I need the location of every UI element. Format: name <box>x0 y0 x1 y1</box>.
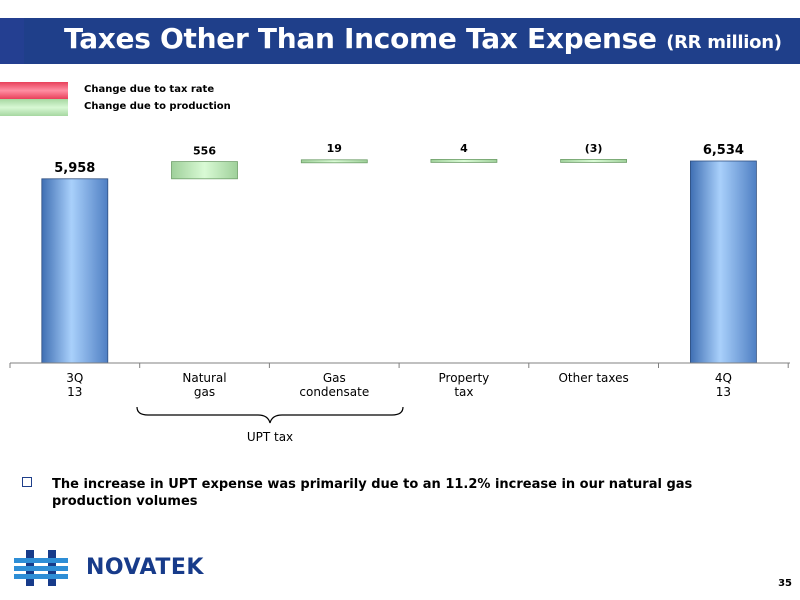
legend-label-production: Change due to production <box>84 101 231 112</box>
commentary-note: The increase in UPT expense was primaril… <box>22 476 742 510</box>
data-label-gas-condensate: 19 <box>327 142 342 155</box>
x-axis-label-other-taxes: Other taxes <box>558 371 628 385</box>
company-logo: NOVATEK <box>14 548 204 588</box>
checkbox-bullet-icon <box>22 477 32 487</box>
legend-swatch-tax-rate <box>0 82 68 99</box>
legend-swatch-production <box>0 99 68 116</box>
data-label-other-taxes: (3) <box>585 142 603 155</box>
page-title-unit: (RR million) <box>666 32 782 53</box>
commentary-text: The increase in UPT expense was primaril… <box>52 477 693 509</box>
page-title-main: Taxes Other Than Income Tax Expense <box>64 22 657 55</box>
data-label-natural-gas: 556 <box>193 145 216 158</box>
bar-3q-13 <box>41 178 109 364</box>
x-axis-label-gas-condensate: Gas condensate <box>299 371 369 399</box>
data-label-property-tax: 4 <box>460 142 468 155</box>
legend-label-tax-rate: Change due to tax rate <box>84 84 215 95</box>
bar-property-tax <box>430 158 498 163</box>
upt-tax-label: UPT tax <box>246 430 294 444</box>
bar-4q-13 <box>690 160 757 364</box>
x-axis-label-3q-13: 3Q 13 <box>66 371 83 399</box>
title-bar <box>0 18 800 64</box>
x-axis-ticks <box>9 363 789 368</box>
chart-bars <box>41 158 757 364</box>
novatek-logo-icon <box>14 550 68 586</box>
bar-gas-condensate <box>300 159 368 164</box>
logo-wordmark: NOVATEK <box>86 555 204 580</box>
bar-other-taxes <box>560 158 627 163</box>
chart-data-labels: 5,958 556 19 4 (3) 6,534 <box>54 142 744 176</box>
x-axis-label-property-tax: Property tax <box>439 371 490 399</box>
x-axis-label-natural-gas: Natural gas <box>182 371 226 399</box>
title-bar-accent <box>0 18 24 64</box>
bar-natural-gas <box>171 161 238 180</box>
upt-tax-brace <box>136 406 404 424</box>
page-title: Taxes Other Than Income Tax Expense (RR … <box>64 22 782 55</box>
page-number: 35 <box>778 578 792 589</box>
x-axis-label-4q-13: 4Q 13 <box>715 371 732 399</box>
x-axis-labels: 3Q 13 Natural gas Gas condensate Property tax Ot… <box>66 371 732 399</box>
data-label-4q-13: 6,534 <box>703 143 744 158</box>
waterfall-chart: 5,958 556 19 4 (3) 6,534 3Q 13 Natural gas Gas con… <box>9 142 790 424</box>
data-label-3q-13: 5,958 <box>54 161 95 176</box>
